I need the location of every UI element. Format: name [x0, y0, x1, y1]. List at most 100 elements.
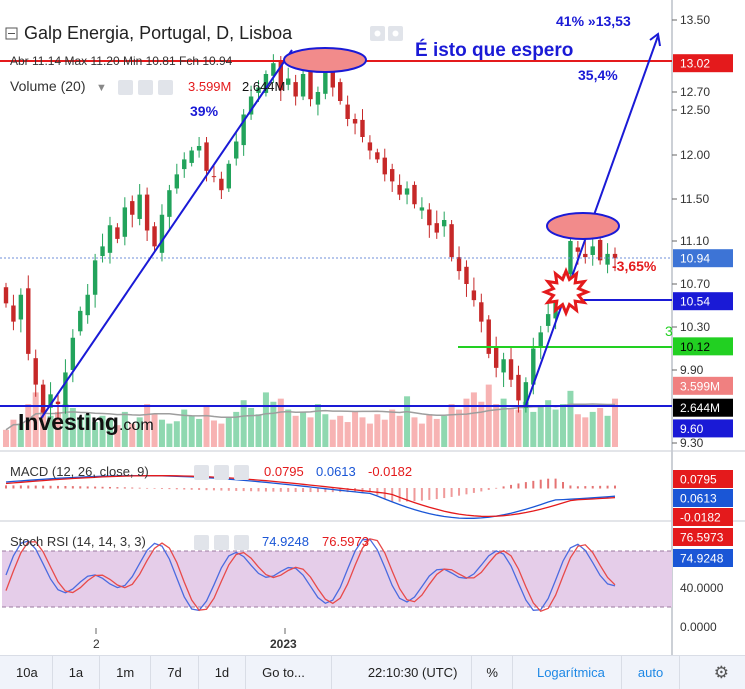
macd-hist-bar: [472, 488, 475, 493]
candle-body: [382, 157, 387, 175]
candle-body: [404, 188, 410, 195]
macd-value-3: -0.0182: [368, 464, 412, 479]
volume-bar: [210, 420, 217, 447]
macd-hist-bar: [198, 488, 201, 490]
log-toggle[interactable]: Logarítmica: [513, 656, 622, 689]
macd-hist-bar: [309, 488, 312, 493]
pct-right-annotation: -3,65%: [612, 258, 657, 274]
candle-body: [100, 246, 105, 257]
candle-body: [115, 227, 120, 239]
price-tick-label: 10.30: [680, 320, 710, 334]
macd-hist-bar: [361, 488, 364, 492]
volume-bar: [604, 415, 611, 447]
volume-bar: [537, 406, 544, 447]
title-icons[interactable]: [370, 26, 403, 41]
macd-hist-bar: [160, 488, 163, 489]
price-tag-label: 13.02: [680, 57, 710, 71]
volume-bar: [25, 404, 32, 447]
volume-bar: [62, 404, 69, 447]
macd-tag-label: -0.0182: [680, 511, 721, 525]
go-to-button[interactable]: Go to...: [246, 656, 332, 689]
candle-body: [516, 374, 521, 401]
volume-bar: [433, 418, 440, 447]
price-tag-bg: [673, 337, 733, 356]
volume-bar: [121, 411, 128, 447]
collapse-icon[interactable]: [5, 27, 18, 40]
macd-hist-bar: [368, 488, 371, 492]
macd-label: MACD (12, 26, close, 9): [10, 464, 149, 479]
top-ellipse-marker: [283, 47, 367, 73]
range-7d-button[interactable]: 7d: [151, 656, 199, 689]
macd-hist-bar: [376, 488, 379, 496]
volume-bar: [441, 415, 448, 447]
candle-body: [568, 241, 573, 275]
macd-hist-bar: [49, 485, 52, 489]
range-1y-button[interactable]: 1a: [53, 656, 101, 689]
price-axis-ticks: 13.50 12.70 12.50 12.00 11.50 11.10 10.70 10.30…: [672, 13, 710, 450]
candle-body: [412, 184, 417, 205]
volume-bar: [418, 423, 425, 447]
macd-hist-bar: [532, 480, 535, 489]
price-tag-label: 9.60: [680, 422, 704, 436]
candle-body: [122, 207, 128, 237]
volume-bar: [612, 398, 618, 447]
target-annotation: 41% »13,53: [556, 13, 631, 29]
macd-hist-bar: [413, 488, 416, 502]
volume-bar: [508, 408, 515, 447]
candle-body: [456, 257, 462, 272]
price-tick-label: 11.50: [680, 192, 709, 206]
volume-bar: [262, 392, 269, 447]
macd-axis-tags: 0.0795 0.0613 -0.0182: [673, 470, 733, 526]
stoch-band: [2, 551, 672, 607]
pct-left-annotation: 39%: [190, 103, 219, 119]
candle-body: [226, 163, 232, 189]
volume-bar: [10, 419, 17, 447]
price-tag-bg: [673, 376, 733, 395]
volume-bar: [366, 423, 373, 447]
candle-body: [234, 141, 239, 159]
chart-title: Galp Energia, Portugal, D, Lisboa: [24, 23, 293, 43]
investing-logo: Investing.com: [18, 409, 154, 435]
volume-bar: [426, 414, 433, 447]
stoch-icons[interactable]: [194, 535, 249, 550]
volume-bar: [69, 408, 76, 447]
macd-tag-label: 0.0613: [680, 492, 717, 506]
trading-chart[interactable]: Galp Energia, Portugal, D, Lisboa Abr 11…: [0, 0, 745, 655]
macd-hist-bar: [614, 485, 616, 489]
candle-body: [204, 142, 209, 171]
candle-body: [293, 82, 298, 97]
utc-time: 22:10:30 (UTC): [367, 665, 458, 680]
macd-hist-bar: [123, 487, 126, 489]
volume-bar: [136, 417, 143, 447]
time-label-2: 2: [93, 637, 100, 651]
candle-body: [583, 253, 588, 258]
candle-body: [575, 247, 581, 252]
macd-hist-bar: [287, 488, 290, 492]
range-10y-button[interactable]: 10a: [0, 656, 53, 689]
auto-toggle[interactable]: auto: [622, 656, 681, 689]
range-1d-button[interactable]: 1d: [199, 656, 247, 689]
candle-body: [330, 67, 335, 88]
percent-toggle[interactable]: %: [471, 656, 513, 689]
volume-bar: [389, 409, 396, 447]
settings-gear-icon[interactable]: ⚙: [713, 662, 729, 682]
volume-bar: [307, 417, 314, 447]
macd-hist-bar: [495, 487, 498, 489]
stoch-value-2: 76.5973: [322, 534, 369, 549]
volume-bar: [40, 409, 47, 447]
volume-icons[interactable]: [118, 80, 173, 95]
candle-body: [256, 87, 261, 93]
volume-bar: [166, 423, 173, 447]
macd-hist-bar: [34, 485, 37, 489]
macd-icons[interactable]: [194, 465, 249, 480]
price-tick-label: 11.10: [680, 234, 709, 248]
price-tick-label: 9.30: [680, 436, 704, 450]
stoch-tag-label: 74.9248: [680, 552, 724, 566]
range-1m-button[interactable]: 1m: [100, 656, 152, 689]
volume-dropdown-icon[interactable]: ▼: [96, 82, 107, 94]
volume-bar: [218, 423, 225, 447]
candle-body: [248, 96, 254, 115]
volume-bar: [292, 415, 299, 447]
candle-body: [464, 266, 469, 284]
macd-hist-bar: [420, 488, 423, 501]
